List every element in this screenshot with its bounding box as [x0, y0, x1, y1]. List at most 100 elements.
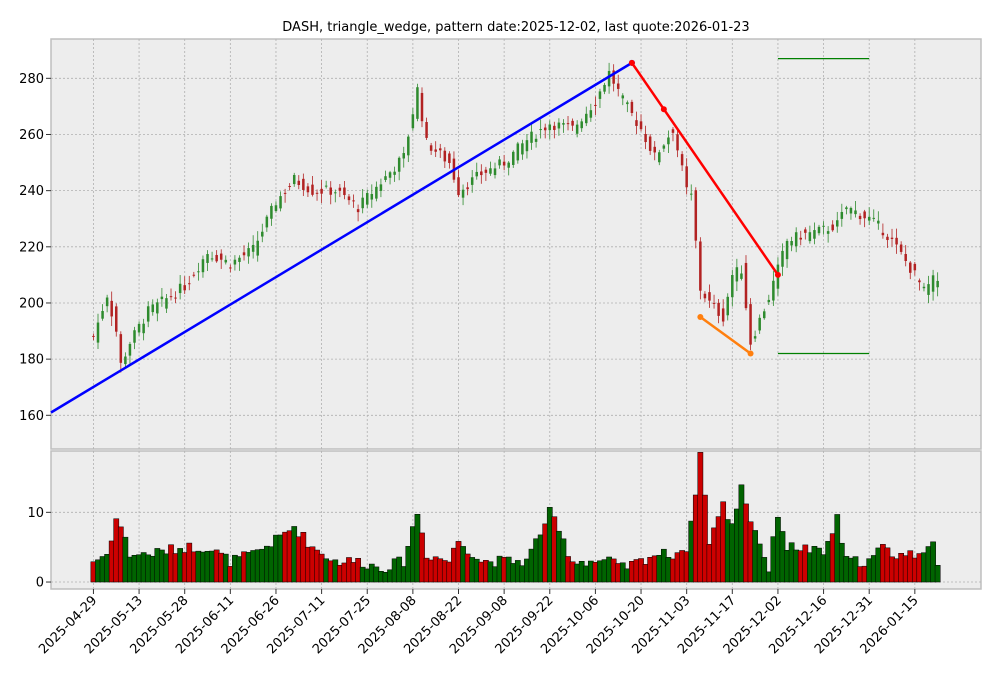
- candle-body: [767, 299, 771, 303]
- candle-body: [753, 336, 757, 339]
- candle-body: [726, 296, 729, 316]
- trend-line-red-point: [660, 106, 667, 113]
- candle-body: [283, 192, 287, 194]
- candle-body: [580, 121, 583, 129]
- candle-body: [133, 330, 136, 343]
- candle-body: [521, 143, 524, 155]
- volume-bar: [934, 565, 941, 583]
- candle-body: [680, 154, 684, 166]
- candle-body: [347, 196, 351, 201]
- candle-body: [886, 236, 889, 241]
- candles-group: [92, 62, 939, 373]
- candle-body: [502, 161, 506, 166]
- candle-body: [904, 253, 907, 261]
- candle-body: [585, 113, 588, 124]
- candle-body: [475, 171, 479, 177]
- candle-body: [142, 323, 145, 334]
- candle-body: [740, 273, 743, 279]
- candle-body: [845, 207, 848, 210]
- candle-body: [667, 137, 670, 145]
- trend-line-red-point: [628, 59, 635, 66]
- candle-body: [397, 157, 401, 172]
- candle-body: [790, 241, 793, 246]
- candle-body: [772, 280, 775, 301]
- candle-body: [105, 297, 109, 307]
- candle-body: [607, 70, 611, 87]
- candle-body: [877, 220, 880, 224]
- candle-body: [484, 169, 488, 173]
- candle-body: [612, 70, 615, 84]
- volume-bar: [930, 541, 936, 583]
- candle-body: [292, 174, 296, 185]
- candle-body: [210, 258, 214, 260]
- candle-body: [352, 200, 355, 202]
- candle-body: [621, 95, 625, 99]
- candle-body: [407, 136, 410, 156]
- candle-body: [279, 196, 282, 209]
- candle-body: [206, 254, 209, 263]
- candle-body: [224, 259, 228, 263]
- candle-body: [931, 275, 935, 292]
- candle-body: [794, 232, 798, 247]
- candle-body: [160, 296, 164, 300]
- candle-body: [881, 232, 885, 236]
- candle-body: [201, 259, 205, 273]
- candle-body: [936, 280, 939, 288]
- candle-body: [571, 120, 574, 126]
- candle-body: [434, 149, 437, 152]
- candle-body: [658, 152, 661, 163]
- candle-body: [265, 216, 269, 228]
- candle-body: [306, 186, 310, 193]
- candle-body: [913, 263, 917, 271]
- candle-body: [594, 104, 597, 106]
- candle-body: [721, 308, 725, 322]
- candle-body: [498, 159, 501, 166]
- trend-line-orange-point: [747, 350, 754, 357]
- candle-body: [324, 185, 328, 187]
- candle-body: [416, 87, 419, 119]
- candle-body: [156, 302, 159, 314]
- candle-body: [817, 226, 821, 234]
- candle-body: [589, 110, 593, 118]
- candle-body: [781, 250, 784, 267]
- candle-body: [365, 193, 369, 205]
- candle-body: [151, 304, 155, 313]
- candle-body: [626, 102, 629, 105]
- candle-body: [703, 293, 707, 299]
- candle-body: [575, 124, 579, 134]
- candle-body: [379, 184, 383, 191]
- price-tick-label: 200: [19, 296, 44, 311]
- candle-body: [470, 177, 474, 185]
- trend-line-orange: [699, 316, 752, 355]
- candle-body: [448, 153, 451, 164]
- candle-body: [836, 220, 839, 227]
- candle-body: [899, 244, 903, 252]
- candle-body: [758, 317, 761, 331]
- candle-body: [648, 136, 652, 151]
- candle-body: [813, 230, 816, 239]
- trend-line-blue: [50, 61, 633, 414]
- trend-line-red-point: [774, 271, 781, 278]
- price-plot-area: [50, 38, 982, 450]
- candle-body: [124, 356, 127, 365]
- candle-body: [616, 83, 620, 89]
- price-tick-label: 280: [19, 72, 44, 87]
- volume-tick-label: 10: [27, 506, 44, 521]
- volume-panel: 0 10: [27, 450, 982, 591]
- candle-body: [384, 176, 387, 180]
- candle-body: [247, 248, 250, 257]
- price-tick-label: 260: [19, 128, 44, 143]
- candle-body: [562, 123, 565, 125]
- candle-body: [420, 92, 424, 122]
- candle-body: [274, 205, 278, 212]
- candle-body: [849, 207, 853, 214]
- candle-body: [233, 259, 237, 265]
- candle-body: [128, 343, 132, 356]
- price-tick-label: 180: [19, 353, 44, 368]
- candle-body: [251, 244, 255, 252]
- candle-body: [411, 114, 415, 129]
- candle-body: [822, 225, 825, 227]
- candle-body: [375, 186, 378, 199]
